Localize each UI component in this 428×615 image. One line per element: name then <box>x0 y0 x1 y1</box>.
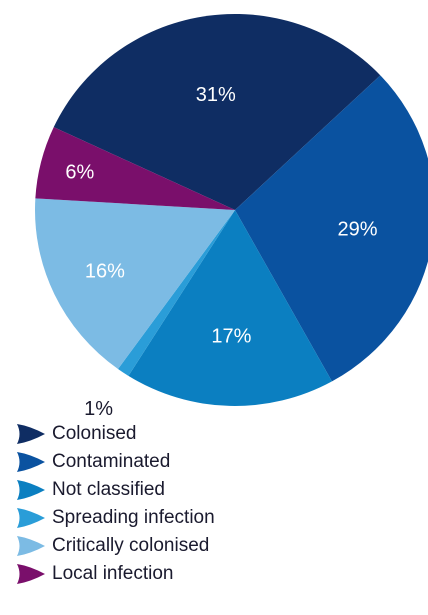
pie-slice-not-classified <box>128 210 332 406</box>
legend-label: Local infection <box>52 563 174 584</box>
slice-value-label: 29% <box>338 219 378 241</box>
slice-value-label: 17% <box>211 325 251 347</box>
slice-value-label: 31% <box>196 84 236 106</box>
legend: Colonised Contaminated Not classified Sprea… <box>16 420 215 588</box>
legend-item: Colonised <box>16 420 215 448</box>
legend-item: Local infection <box>16 560 215 588</box>
pie-slice-contaminated <box>235 75 428 382</box>
slice-value-label: 6% <box>65 162 94 184</box>
pie-slice-spreading-infection <box>118 210 235 376</box>
pie-chart: 31% 29% 17% 1% 16% 6% <box>35 14 428 420</box>
pie-slice-colonised <box>53 14 381 211</box>
legend-item: Critically colonised <box>16 532 215 560</box>
legend-swatch-icon <box>17 424 45 444</box>
pie-slice-local-infection <box>35 127 235 210</box>
legend-label: Spreading infection <box>52 507 215 528</box>
slice-value-label: 16% <box>85 261 125 283</box>
legend-item: Not classified <box>16 476 215 504</box>
legend-swatch-icon <box>17 508 45 528</box>
legend-item: Contaminated <box>16 448 215 476</box>
pie-slice-critically-colonised <box>35 198 236 369</box>
slice-value-label: 1% <box>84 398 113 420</box>
legend-swatch-icon <box>17 452 45 472</box>
legend-swatch-icon <box>17 564 45 584</box>
legend-label: Contaminated <box>52 451 171 472</box>
legend-item: Spreading infection <box>16 504 215 532</box>
legend-swatch-icon <box>17 480 45 500</box>
legend-label: Colonised <box>52 423 137 444</box>
legend-label: Critically colonised <box>52 535 210 556</box>
legend-label: Not classified <box>52 479 165 500</box>
legend-swatch-icon <box>17 536 45 556</box>
